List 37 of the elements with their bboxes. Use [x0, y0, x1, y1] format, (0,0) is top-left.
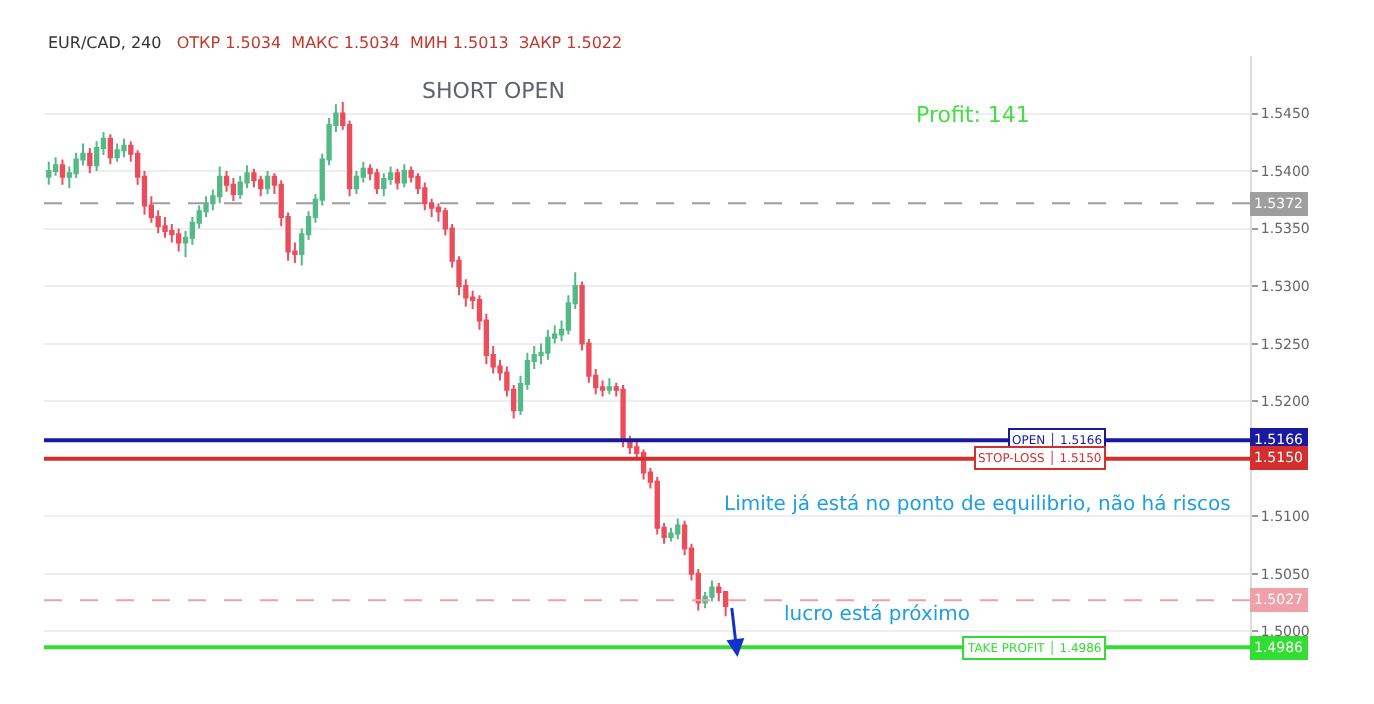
- candlestick: [381, 172, 387, 198]
- candlestick: [87, 147, 93, 175]
- annotation: Profit: 141: [916, 102, 1030, 128]
- candlestick: [654, 476, 660, 536]
- annotation: lucro está próximo: [784, 604, 970, 626]
- candlestick: [620, 384, 626, 449]
- candlestick: [422, 181, 428, 212]
- candlestick: [59, 158, 66, 186]
- candlestick: [46, 160, 52, 186]
- chart-subtitle: ОТКР 1.5034 МАКС 1.5034 МИН 1.5013 ЗАКР 1.5022: [176, 34, 623, 52]
- candlestick: [223, 170, 230, 193]
- candlestick: [401, 163, 407, 189]
- candlestick: [169, 222, 175, 244]
- candlestick: [374, 167, 380, 196]
- candlestick: [668, 526, 674, 543]
- candlestick: [107, 133, 113, 166]
- candlestick: [606, 377, 613, 396]
- chart-title: EUR/CAD, 240: [48, 34, 162, 52]
- candlestick: [52, 156, 59, 177]
- annotation: Limite já está no ponto de equilibrio, não há riscos: [724, 494, 1231, 516]
- candlestick: [353, 170, 360, 196]
- candlestick: [722, 591, 729, 618]
- candlestick: [251, 167, 257, 189]
- candlestick: [162, 216, 168, 239]
- annotation: SHORT OPEN: [422, 78, 565, 104]
- candlestick: [709, 579, 715, 603]
- candlestick: [675, 517, 681, 541]
- candlestick: [114, 142, 120, 163]
- candlestick: [121, 137, 127, 159]
- candlestick: [258, 174, 264, 198]
- candlestick: [230, 176, 237, 202]
- candlestick: [217, 165, 223, 205]
- candlestick: [394, 167, 401, 191]
- candlestick: [93, 140, 100, 173]
- candlestick: [264, 170, 271, 196]
- candlestick: [176, 227, 182, 253]
- candlestick: [545, 328, 551, 361]
